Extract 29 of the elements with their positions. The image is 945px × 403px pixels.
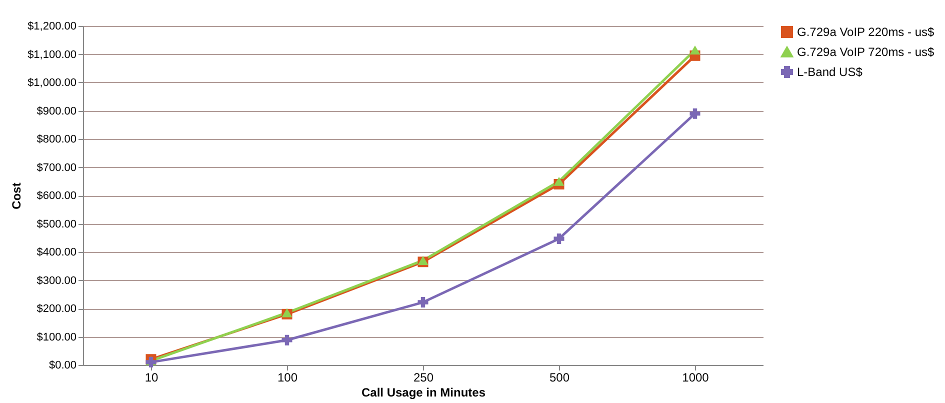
y-axis-title: Cost [10, 182, 24, 210]
y-tick-label: $200.00 [36, 303, 76, 315]
x-tick-label: 10 [144, 370, 158, 384]
point [282, 334, 292, 346]
point [690, 108, 700, 119]
y-tick-label: $0.00 [48, 360, 76, 372]
y-tick-label: $800.00 [36, 134, 76, 146]
legend-label: L-Band US$ [797, 65, 863, 79]
y-tick-label: $1,000.00 [28, 77, 76, 89]
y-tick-label: $400.00 [36, 246, 76, 258]
point [554, 176, 564, 186]
x-tick-label: 100 [277, 370, 298, 384]
x-axis-title: Call Usage in Minutes [361, 386, 486, 400]
point [418, 297, 428, 308]
x-tick-label: 500 [549, 370, 570, 384]
y-tick-label: $300.00 [36, 274, 76, 287]
y-tick-label: $500.00 [36, 218, 76, 230]
x-tick-label: 250 [413, 370, 434, 384]
y-tick-label: $1,200.00 [28, 20, 76, 32]
y-tick-label: $600.00 [36, 190, 76, 202]
y-tick-label: $100.00 [36, 331, 76, 344]
y-tick-label: $900.00 [36, 105, 76, 118]
x-tick-label: 1000 [682, 370, 710, 384]
y-tick-label: $1,100.00 [28, 48, 76, 61]
point [554, 233, 564, 244]
y-tick-label: $700.00 [36, 162, 76, 174]
legend-label: G.729a VoIP 220ms - us$ [797, 25, 935, 39]
legend-label: G.729a VoIP 720ms - us$ [797, 45, 935, 59]
point [690, 45, 700, 55]
